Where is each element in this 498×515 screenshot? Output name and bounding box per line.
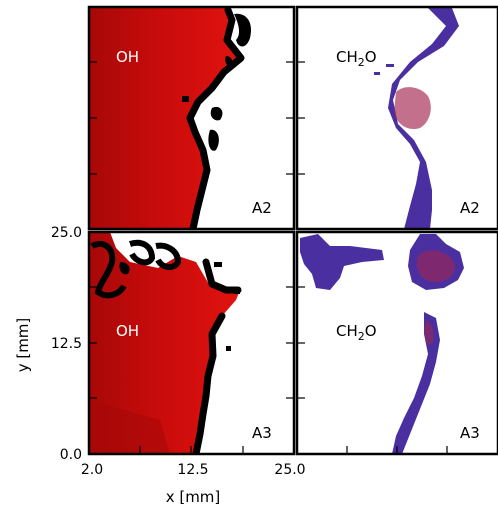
ch2o-pocket-a3-1 xyxy=(300,234,384,290)
flame-island-a2-3 xyxy=(208,129,219,151)
panel-case-a2-left: A2 xyxy=(252,199,272,217)
ch2o-core-a3 xyxy=(416,250,455,283)
panel-species-ch2o-a3: CH2O xyxy=(336,322,377,343)
flame-island-a2-2 xyxy=(210,106,223,121)
ch2o-filament-a3 xyxy=(392,312,440,454)
ch2o-a2-tail: O xyxy=(365,48,377,66)
flame-island-a3-3 xyxy=(155,242,182,270)
flame-island-a2-5 xyxy=(182,96,189,102)
panel-case-a2-right: A2 xyxy=(460,199,480,217)
y-tick-label-1: 12.5 xyxy=(51,336,82,352)
oh-dark-corner-a3 xyxy=(89,400,170,454)
flame-island-a3-7 xyxy=(226,346,231,351)
x-tick-label-1: 12.5 xyxy=(177,462,208,478)
panel-case-a3-right: A3 xyxy=(460,424,480,442)
ch2o-a2-main: CH xyxy=(336,48,358,66)
ch2o-a3-main: CH xyxy=(336,322,358,340)
oh-field-a2 xyxy=(89,7,240,229)
flame-island-a3-4 xyxy=(119,262,130,275)
panel-ch2o-a2 xyxy=(374,8,459,229)
ch2o-core-a2 xyxy=(394,87,431,130)
panel-ch2o-a3 xyxy=(300,234,464,454)
x-tick-label-0: 2.0 xyxy=(81,462,103,478)
x-axis-label: x [mm] xyxy=(166,488,221,506)
x-tick-label-2: 25.0 xyxy=(274,462,305,478)
flame-front-a2 xyxy=(186,7,245,229)
y-tick-label-2: 25.0 xyxy=(51,225,82,241)
flame-island-a2-1 xyxy=(234,13,252,47)
panel-species-ch2o-a2: CH2O xyxy=(336,48,377,69)
ch2o-filament-a2 xyxy=(388,8,459,229)
flame-island-a3-6 xyxy=(234,288,240,294)
flame-island-a3-5 xyxy=(214,262,222,267)
ch2o-speck-a2-2 xyxy=(374,72,380,75)
ch2o-core-a3-2 xyxy=(424,320,434,346)
flame-island-a2-4 xyxy=(225,56,233,66)
tick-marks xyxy=(89,61,448,454)
y-tick-label-0: 0.0 xyxy=(60,447,82,463)
flame-front-a3 xyxy=(192,258,242,454)
flame-island-a3-1 xyxy=(90,241,127,299)
flame-island-a3-2 xyxy=(129,239,156,266)
panel-oh-a2 xyxy=(89,7,252,229)
ch2o-a2-sub: 2 xyxy=(358,56,365,69)
ch2o-speck-a2-1 xyxy=(386,64,394,67)
y-axis-label: y [mm] xyxy=(14,318,32,373)
ch2o-a3-sub: 2 xyxy=(358,330,365,343)
panel-oh-a3 xyxy=(89,232,242,454)
panel-species-oh-a2: OH xyxy=(116,48,139,66)
panel-case-a3-left: A3 xyxy=(252,424,272,442)
ch2o-a3-tail: O xyxy=(365,322,377,340)
panel-species-oh-a3: OH xyxy=(116,322,139,340)
